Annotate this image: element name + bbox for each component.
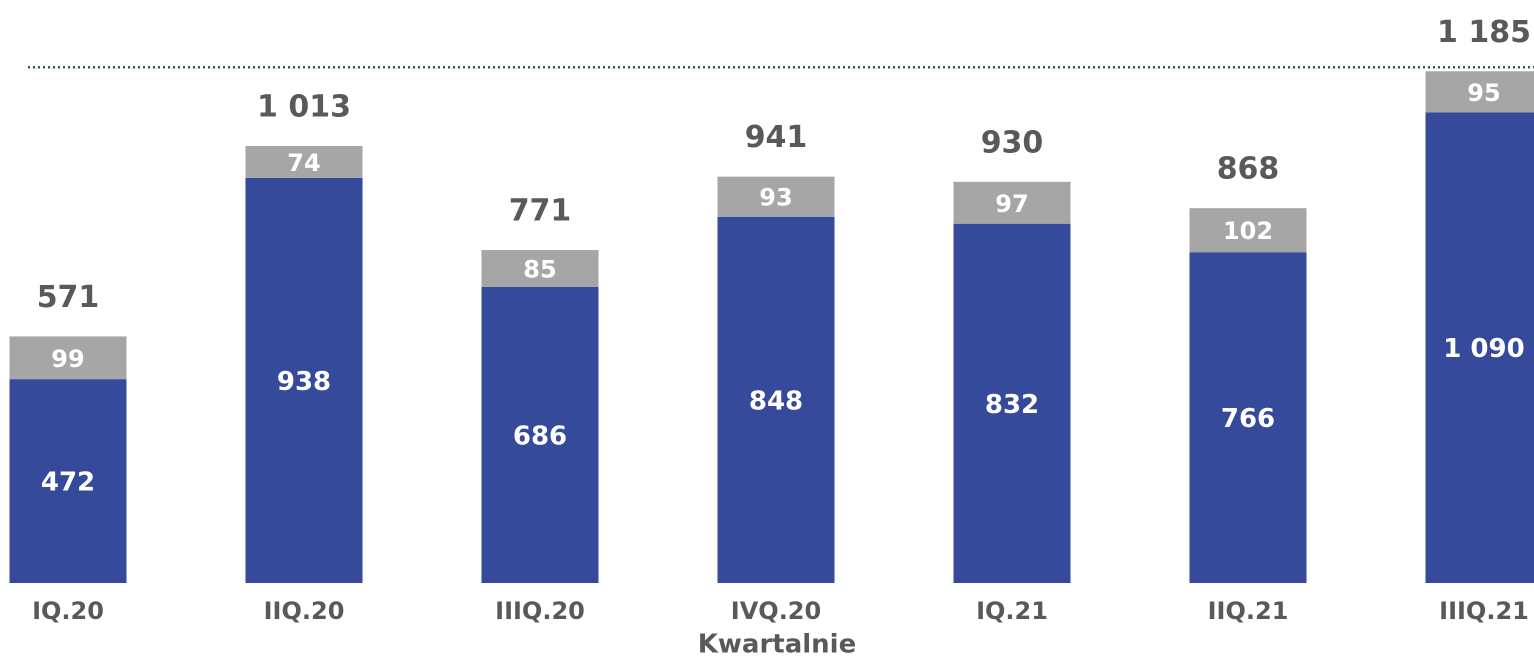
segment-label: 938 [277,367,331,397]
segment-label: 95 [1467,79,1500,107]
segment-label: 97 [995,190,1028,218]
segment-label: 832 [985,390,1039,420]
segment-label: 93 [759,184,792,212]
total-label: 771 [509,194,572,229]
total-label: 571 [37,280,100,315]
segment-label: 102 [1223,217,1273,245]
total-label: 1 013 [257,89,351,124]
total-label: 868 [1217,152,1280,187]
x-axis-label: Kwartalnie [698,630,856,660]
x-tick-label: IIIQ.20 [495,597,585,625]
x-tick-label: IQ.20 [32,597,104,625]
segment-label: 99 [51,345,84,373]
segment-label: 74 [287,149,320,177]
x-tick-label: IIQ.20 [264,597,345,625]
total-label: 941 [745,120,808,155]
total-label: 1 185 [1437,15,1531,50]
segment-label: 472 [41,468,95,498]
segment-label: 766 [1221,404,1275,434]
x-tick-label: IVQ.20 [731,597,821,625]
x-tick-label: IQ.21 [976,597,1048,625]
segment-label: 85 [523,255,556,283]
segment-label: 848 [749,386,803,416]
segment-label: 686 [513,421,567,451]
x-tick-label: IIQ.21 [1208,597,1289,625]
x-tick-label: IIIQ.21 [1439,597,1529,625]
segment-label: 1 090 [1443,334,1524,364]
total-label: 930 [981,125,1044,160]
